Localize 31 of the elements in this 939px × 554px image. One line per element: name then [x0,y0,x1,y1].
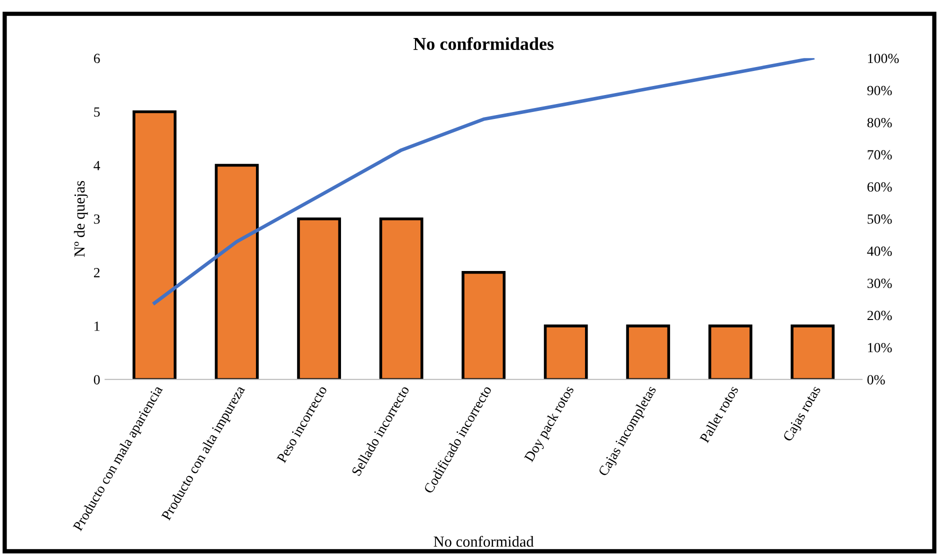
bar [379,217,424,380]
y2-tick-label: 50% [868,214,892,224]
y-tick-label: 3 [94,214,100,224]
y2-tick-label: 0% [867,375,885,384]
y2-tick-label: 20% [867,310,892,320]
chart-title: No conformidades [413,37,554,50]
y2-tick-label: 70% [868,150,892,160]
y2-tick-label: 80% [867,118,892,128]
bar [544,324,588,380]
y-tick-label: 4 [94,160,100,170]
y-tick-label: 2 [94,268,100,278]
bar [462,270,506,380]
y2-tick-label: 100% [868,54,899,64]
y-tick-label: 5 [94,107,100,117]
line-series [152,58,814,305]
y-tick-label: 6 [94,54,100,64]
y2-tick-label: 10% [868,342,892,352]
y2-tick-label: 90% [867,86,892,96]
bar [790,324,835,380]
y-axis-title: Nº de quejas [74,180,88,257]
bar [297,217,342,380]
y2-tick-label: 30% [868,278,892,288]
y2-tick-label: 60% [867,182,892,192]
y-tick-label: 1 [94,322,100,331]
bar [214,164,259,380]
x-axis-title: No conformidad [434,536,534,547]
bar [708,324,752,380]
y-tick-label: 0 [94,375,100,384]
bar [132,110,176,380]
y2-tick-label: 40% [867,246,892,256]
bar [626,324,670,380]
